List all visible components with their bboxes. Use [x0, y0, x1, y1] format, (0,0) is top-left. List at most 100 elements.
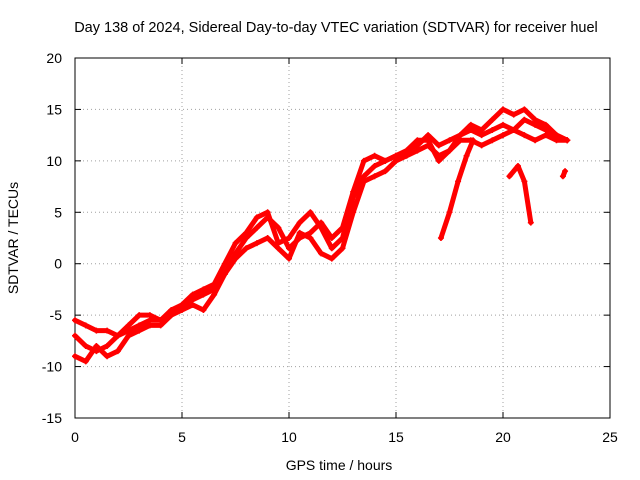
- data-point: [446, 147, 453, 154]
- data-point: [463, 152, 470, 159]
- data-point: [253, 240, 260, 247]
- data-point: [125, 322, 132, 329]
- data-point: [296, 219, 303, 226]
- data-point: [455, 178, 462, 185]
- data-point: [542, 132, 549, 139]
- data-point: [521, 178, 528, 185]
- data-point: [82, 358, 89, 365]
- data-point: [527, 219, 534, 226]
- data-point: [393, 152, 399, 159]
- data-series: [72, 106, 571, 365]
- data-point: [211, 281, 218, 288]
- data-point: [200, 291, 207, 298]
- data-point: [532, 121, 539, 128]
- x-tick-label: 15: [388, 429, 404, 445]
- y-axis-label: SDTVAR / TECUs: [5, 182, 21, 294]
- data-point: [470, 137, 477, 144]
- data-point: [478, 132, 485, 139]
- data-point: [125, 332, 132, 339]
- data-point: [200, 307, 207, 313]
- data-point: [382, 168, 389, 175]
- data-point: [296, 229, 303, 236]
- data-point: [307, 209, 314, 216]
- data-point: [232, 240, 239, 247]
- series-track-b: [72, 127, 571, 365]
- data-point: [403, 152, 410, 159]
- data-point: [564, 137, 571, 144]
- data-point: [500, 121, 506, 128]
- data-point: [136, 327, 143, 334]
- data-point: [403, 147, 410, 154]
- y-tick-labels: -15 -10 -5 0 5 10 15 20: [42, 50, 62, 426]
- data-point: [478, 127, 485, 133]
- y-tick-label: 20: [46, 50, 62, 66]
- data-point: [211, 291, 218, 298]
- data-point: [104, 343, 111, 349]
- data-point: [264, 235, 271, 241]
- data-point: [328, 255, 335, 262]
- data-point: [360, 173, 367, 180]
- data-point: [200, 286, 207, 293]
- axis-ticks: [74, 57, 611, 419]
- series-track-c: [72, 106, 571, 339]
- data-point: [382, 157, 389, 164]
- data-point: [553, 132, 560, 139]
- data-point: [253, 214, 260, 221]
- x-tick-label: 10: [281, 429, 297, 445]
- data-point: [318, 224, 325, 231]
- data-point: [286, 235, 292, 241]
- data-point: [457, 132, 464, 139]
- x-tick-label: 5: [178, 429, 186, 445]
- series-segment-d: [437, 137, 477, 241]
- data-point: [514, 163, 521, 169]
- data-point: [307, 229, 314, 236]
- data-point: [350, 193, 357, 200]
- data-point: [521, 106, 528, 113]
- series-segment-e: [506, 163, 534, 226]
- data-point: [168, 307, 175, 313]
- data-point: [146, 322, 153, 329]
- data-point: [307, 235, 314, 241]
- data-point: [559, 173, 566, 180]
- data-point: [510, 127, 517, 133]
- data-point: [542, 121, 549, 128]
- data-point: [243, 245, 250, 252]
- data-point: [506, 173, 513, 180]
- plot-frame: [74, 57, 611, 419]
- data-point: [521, 116, 528, 123]
- y-tick-label: 15: [46, 101, 62, 117]
- data-point: [221, 271, 228, 277]
- y-tick-label: 10: [46, 153, 62, 169]
- data-point: [510, 111, 517, 118]
- data-point: [328, 235, 335, 241]
- data-point: [371, 152, 378, 159]
- data-point: [425, 132, 432, 139]
- data-point: [82, 343, 89, 349]
- data-point: [146, 312, 153, 319]
- x-tick-labels: 0 5 10 15 20 25: [71, 429, 618, 445]
- data-point: [114, 348, 121, 355]
- data-point: [360, 157, 367, 164]
- x-axis-label: GPS time / hours: [286, 457, 393, 473]
- data-point: [435, 142, 442, 149]
- data-point: [93, 343, 100, 349]
- data-point: [371, 173, 378, 180]
- data-point: [243, 229, 250, 236]
- data-point: [72, 317, 78, 324]
- data-point: [489, 116, 496, 123]
- data-point: [500, 132, 506, 139]
- data-point: [521, 132, 528, 139]
- data-point: [221, 260, 228, 267]
- data-point: [532, 116, 539, 123]
- data-point: [157, 322, 164, 329]
- data-point: [467, 121, 474, 128]
- data-point: [393, 157, 399, 164]
- data-point: [446, 137, 453, 144]
- data-point: [189, 291, 196, 298]
- data-point: [562, 168, 569, 175]
- data-point: [446, 209, 453, 216]
- data-point: [489, 127, 496, 133]
- data-point: [414, 137, 421, 144]
- data-point: [82, 322, 89, 329]
